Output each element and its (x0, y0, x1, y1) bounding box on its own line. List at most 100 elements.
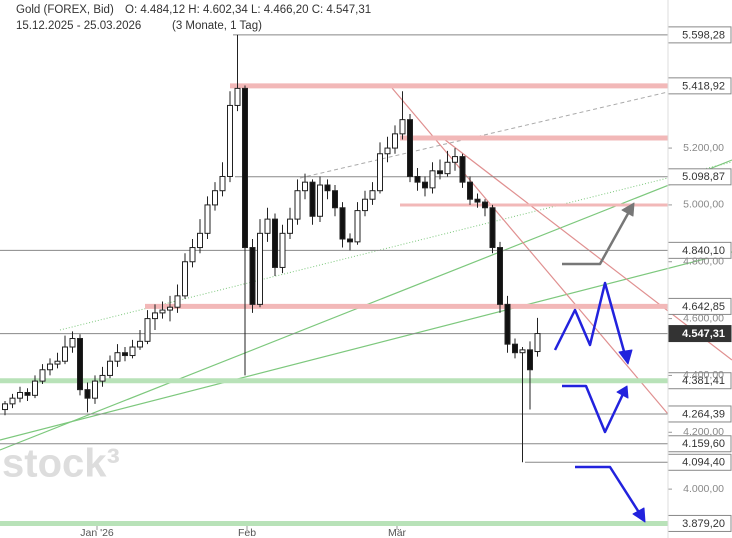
level-label: 4.159,60 (682, 438, 725, 450)
candle-body (257, 232, 263, 305)
candle-body (317, 184, 323, 217)
candle-body (174, 295, 181, 308)
candle-body (69, 337, 76, 348)
candle-body (347, 238, 353, 243)
arrow-head (616, 385, 629, 399)
candle-body (167, 306, 173, 311)
ohlc: O: 4.484,12 H: 4.602,34 L: 4.466,20 C: 4… (125, 4, 371, 16)
candle-body (302, 181, 308, 192)
x-tick-label: Feb (238, 527, 256, 538)
candle-body (107, 360, 113, 376)
candle-body (189, 247, 196, 263)
candle-body (309, 181, 316, 217)
candle-body (129, 346, 136, 357)
candle-body (144, 318, 151, 342)
candle-body (527, 349, 533, 371)
candle-body (242, 87, 248, 249)
period: 15.12.2025 - 25.03.2026 (16, 20, 141, 32)
candle-body (459, 156, 466, 183)
candle-body (482, 201, 488, 209)
arrow (562, 384, 625, 434)
y-tick-label: 4.600,00 (683, 312, 724, 324)
candle-body (369, 190, 376, 200)
candle-body (182, 261, 188, 297)
watermark: stock³ (2, 442, 120, 486)
y-tick-label: 5.200,00 (683, 142, 724, 154)
y-tick-label: 4.200,00 (683, 426, 724, 438)
candle-body (324, 184, 331, 192)
candle-body (137, 340, 143, 348)
candle-body (24, 391, 31, 396)
level-label: 4.264,39 (682, 408, 725, 420)
candle-body (339, 207, 346, 240)
level-label: 5.418,92 (682, 80, 725, 92)
trend-line (0, 251, 732, 441)
candle-body (444, 161, 451, 175)
candle-body (384, 147, 391, 155)
candle-body (249, 247, 256, 305)
candle-body (204, 204, 211, 234)
interval: (3 Monate, 1 Tag) (172, 20, 262, 32)
candle-body (99, 374, 106, 382)
candle-body (474, 198, 481, 203)
trend-line (299, 91, 669, 179)
candle-body (294, 190, 301, 220)
chart-title: Gold (FOREX, Bid) (16, 4, 114, 16)
x-tick-label: Mär (388, 527, 407, 538)
candle-body (2, 403, 8, 411)
arrow (562, 209, 632, 266)
candle-body (497, 247, 503, 305)
candle-body (279, 232, 286, 268)
candle-body (422, 181, 428, 189)
candle-body (287, 218, 293, 234)
candle-body (414, 175, 421, 183)
trend-line (391, 87, 669, 415)
candle-body (54, 360, 61, 365)
y-tick-label: 4.800,00 (683, 256, 724, 268)
level-label: 3.879,20 (682, 518, 725, 530)
candle-body (197, 232, 203, 249)
candle-body (122, 352, 128, 357)
level-label: 5.598,28 (682, 29, 725, 41)
scenario-arrows (553, 202, 646, 523)
arrow (553, 281, 627, 356)
candle-body (362, 198, 368, 212)
level-label: 4.381,41 (682, 375, 725, 387)
candle-body (452, 156, 458, 163)
x-tick-label: Jan '26 (80, 527, 114, 538)
candles (2, 34, 541, 463)
trend-lines (0, 87, 732, 451)
levels: 5.598,28 5.418,92 5.098,87 4.840,10 4.642,85… (0, 26, 732, 532)
level-label: 4.094,40 (682, 457, 725, 469)
arrow-head (632, 507, 646, 523)
candle-body (62, 346, 68, 362)
level-label: 5.098,87 (682, 171, 725, 183)
candle-body (467, 181, 473, 200)
y-tick-label: 4.400,00 (683, 369, 724, 381)
trend-line (439, 135, 732, 361)
candle-body (519, 349, 526, 354)
candle-body (407, 119, 413, 177)
candle-body (92, 380, 98, 399)
candle-body (354, 210, 361, 243)
level-label: 4.547,31 (682, 328, 725, 340)
candle-body (504, 303, 511, 345)
candle-body (227, 104, 233, 177)
candle-body (84, 389, 91, 399)
candle-body (39, 369, 46, 382)
y-tick-label: 4.000,00 (683, 483, 724, 495)
candle-body (212, 190, 218, 206)
level-label: 4.840,10 (682, 245, 725, 257)
candle-body (32, 380, 38, 396)
candle-body (264, 218, 271, 234)
candle-body (152, 312, 158, 320)
y-tick-label: 5.000,00 (683, 199, 724, 211)
candle-body (489, 207, 496, 249)
candle-body (9, 397, 16, 405)
candle-body (399, 119, 406, 135)
candle-body (77, 337, 83, 391)
candle-body (512, 343, 518, 354)
candle-body (114, 352, 121, 362)
candle-body (272, 218, 278, 268)
